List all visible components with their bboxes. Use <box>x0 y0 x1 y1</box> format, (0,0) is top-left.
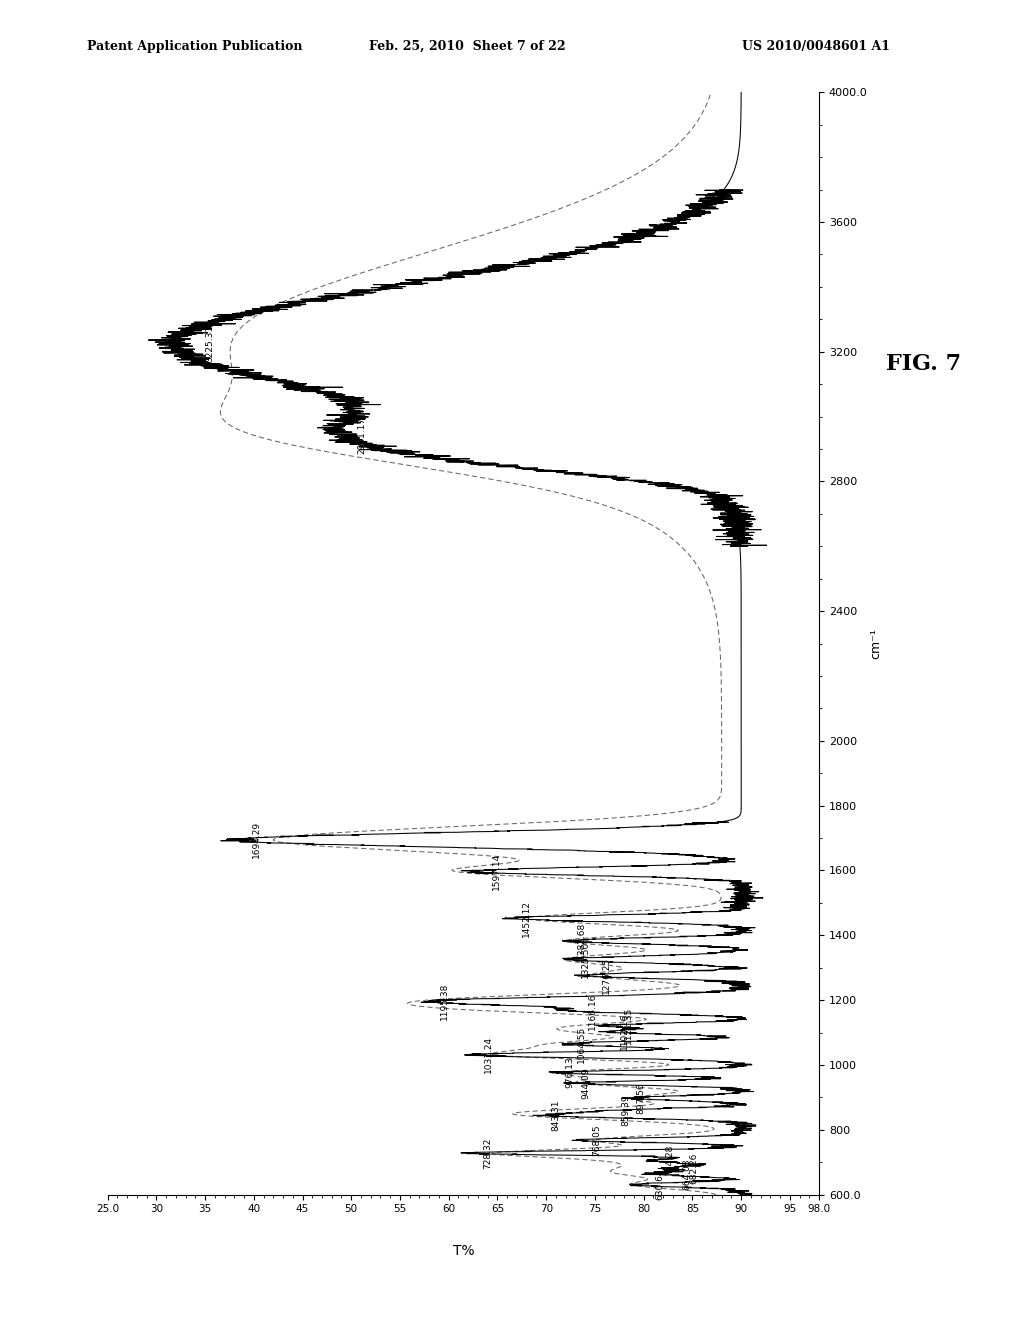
Text: 664.08: 664.08 <box>683 1158 691 1189</box>
Text: 976.13: 976.13 <box>566 1057 574 1089</box>
Text: 843.31: 843.31 <box>551 1100 560 1131</box>
Text: 944.09: 944.09 <box>582 1068 591 1098</box>
Text: 1064.55: 1064.55 <box>577 1026 586 1063</box>
Text: 897.56: 897.56 <box>636 1082 645 1114</box>
Text: 1031.24: 1031.24 <box>483 1036 493 1073</box>
Text: T%: T% <box>453 1245 474 1258</box>
Text: cm⁻¹: cm⁻¹ <box>869 628 883 659</box>
Text: 1276.25: 1276.25 <box>602 957 611 994</box>
Text: 630.64: 630.64 <box>655 1170 665 1200</box>
Text: 704.28: 704.28 <box>666 1146 675 1176</box>
Text: 1102.16: 1102.16 <box>621 1014 629 1051</box>
Text: 1382.68: 1382.68 <box>577 923 586 960</box>
Text: 859.39: 859.39 <box>622 1094 631 1126</box>
Text: US 2010/0048601 A1: US 2010/0048601 A1 <box>742 40 891 53</box>
Text: 1325.50: 1325.50 <box>582 941 590 978</box>
Text: Feb. 25, 2010  Sheet 7 of 22: Feb. 25, 2010 Sheet 7 of 22 <box>369 40 565 53</box>
Text: 682.26: 682.26 <box>689 1152 698 1184</box>
Text: 2941.17: 2941.17 <box>357 417 367 454</box>
Text: 1452.12: 1452.12 <box>522 900 530 937</box>
Text: 1694.29: 1694.29 <box>252 821 261 858</box>
Text: 728.32: 728.32 <box>483 1138 493 1168</box>
Text: Patent Application Publication: Patent Application Publication <box>87 40 302 53</box>
Text: FIG. 7: FIG. 7 <box>886 352 961 375</box>
Text: 1121.35: 1121.35 <box>624 1007 633 1044</box>
Text: 768.05: 768.05 <box>592 1125 601 1156</box>
Text: 1195.38: 1195.38 <box>439 983 449 1020</box>
Text: 1597.14: 1597.14 <box>492 853 501 890</box>
Text: 3225.31: 3225.31 <box>205 325 214 362</box>
Text: 1166.16: 1166.16 <box>588 993 597 1030</box>
